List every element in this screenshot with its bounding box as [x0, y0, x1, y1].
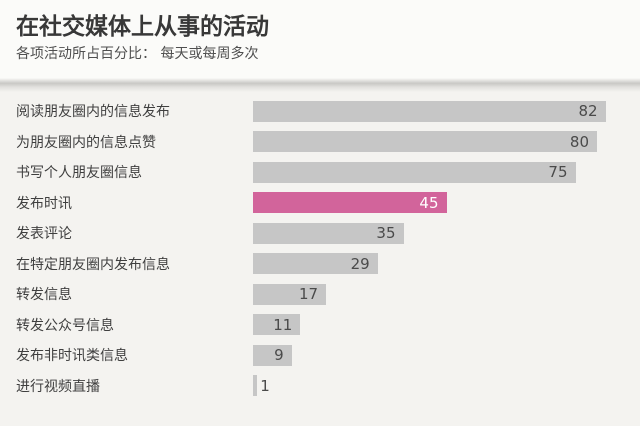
bar: 11	[253, 314, 301, 336]
bar-track: 29	[253, 253, 624, 275]
bar: 75	[253, 161, 576, 183]
value-label: 80	[569, 132, 589, 151]
value-label: 45	[419, 193, 439, 212]
value-label: 35	[376, 224, 396, 243]
chart-row: 转发信息 17	[16, 279, 624, 310]
bar-track: 11	[253, 314, 624, 336]
bar: 29	[253, 253, 378, 275]
bar: 35	[253, 222, 404, 244]
value-label: 82	[578, 102, 598, 121]
category-label: 发布时讯	[16, 195, 72, 212]
bar-track: 82	[253, 100, 624, 122]
chart-subtitle: 各项活动所占百分比： 每天或每周多次	[16, 45, 259, 62]
chart-row: 为朋友圈内的信息点赞 80	[16, 127, 624, 158]
bar: 9	[253, 344, 292, 366]
chart-title: 在社交媒体上从事的活动	[16, 14, 269, 40]
category-label: 转发公众号信息	[16, 317, 114, 334]
bar-track: 45	[253, 192, 624, 214]
bar-track: 35	[253, 222, 624, 244]
bar: 45	[253, 192, 447, 214]
value-label: 9	[274, 346, 284, 365]
value-label: 17	[299, 285, 319, 304]
bar-track: 80	[253, 131, 624, 153]
value-label: 11	[273, 315, 293, 334]
chart-row: 书写个人朋友圈信息 75	[16, 157, 624, 188]
value-label: 29	[350, 254, 370, 273]
bar: 17	[253, 283, 327, 305]
bar-track: 17	[253, 283, 624, 305]
bar-track: 9	[253, 344, 624, 366]
bar	[253, 375, 258, 397]
category-label: 书写个人朋友圈信息	[16, 165, 142, 182]
chart-header: 在社交媒体上从事的活动 各项活动所占百分比： 每天或每周多次	[0, 0, 640, 78]
chart-row: 进行视频直播 1	[16, 371, 624, 402]
category-label: 为朋友圈内的信息点赞	[16, 134, 156, 151]
value-label: 75	[548, 163, 568, 182]
chart-row: 发布时讯 45	[16, 188, 624, 219]
bar: 82	[253, 100, 606, 122]
bar-chart: 阅读朋友圈内的信息发布 82 为朋友圈内的信息点赞 80 书写个人朋友圈信息 7…	[0, 92, 640, 401]
chart-row: 阅读朋友圈内的信息发布 82	[16, 96, 624, 127]
bar: 80	[253, 131, 597, 153]
header-divider-shadow	[0, 78, 640, 92]
chart-row: 转发公众号信息 11	[16, 310, 624, 341]
category-label: 发表评论	[16, 226, 72, 243]
value-label-outside: 1	[260, 376, 270, 395]
category-label: 在特定朋友圈内发布信息	[16, 256, 170, 273]
bar-track: 1	[253, 375, 624, 397]
bar-track: 75	[253, 161, 624, 183]
chart-row: 在特定朋友圈内发布信息 29	[16, 249, 624, 280]
category-label: 转发信息	[16, 287, 72, 304]
category-label: 进行视频直播	[16, 378, 100, 395]
category-label: 发布非时讯类信息	[16, 348, 128, 365]
chart-row: 发布非时讯类信息 9	[16, 340, 624, 371]
category-label: 阅读朋友圈内的信息发布	[16, 104, 170, 121]
chart-row: 发表评论 35	[16, 218, 624, 249]
